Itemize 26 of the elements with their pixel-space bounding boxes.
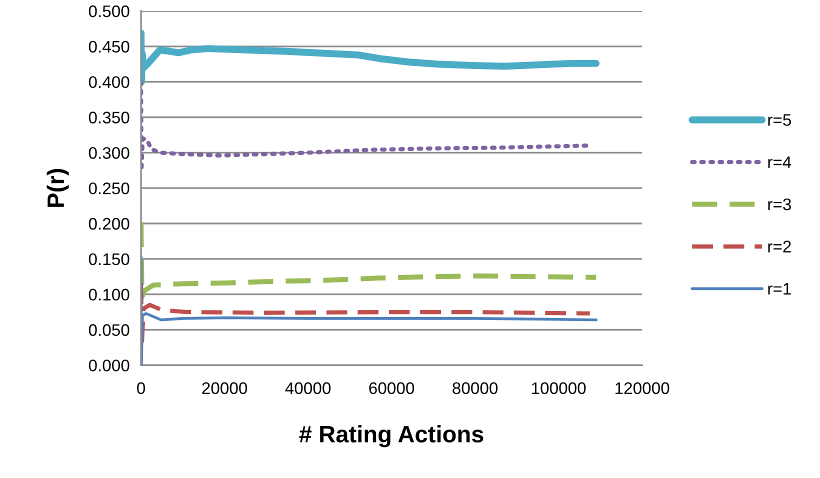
x-tick-label: 80000 bbox=[452, 382, 498, 394]
legend-label: r=4 bbox=[768, 156, 792, 168]
y-axis-title: P(r) bbox=[46, 168, 69, 207]
y-tick-label: 0.200 bbox=[88, 218, 130, 230]
y-tick-label: 0.400 bbox=[88, 76, 130, 88]
y-tick-label: 0.050 bbox=[88, 324, 130, 336]
y-tick-label: 0.500 bbox=[88, 5, 130, 18]
y-tick-label: 0.100 bbox=[88, 288, 130, 301]
legend-label: r=2 bbox=[768, 240, 791, 252]
y-tick-label: 0.150 bbox=[88, 253, 130, 266]
x-tick-label: 0 bbox=[137, 382, 146, 394]
x-tick-label: 40000 bbox=[285, 382, 331, 394]
x-tick-label: 60000 bbox=[369, 382, 414, 394]
line-series bbox=[141, 255, 598, 366]
x-tick-label: 100000 bbox=[532, 382, 586, 394]
y-tick-label: 0.450 bbox=[88, 40, 130, 53]
legend-label: r=3 bbox=[768, 198, 791, 210]
legend-label: r=1 bbox=[768, 283, 791, 295]
legend-label: r=5 bbox=[768, 114, 791, 126]
y-tick-label: 0.000 bbox=[88, 360, 130, 372]
y-tick-label: 0.350 bbox=[88, 112, 130, 124]
y-tick-label: 0.250 bbox=[88, 182, 130, 194]
x-axis-title: # Rating Actions bbox=[299, 425, 484, 448]
x-tick-label: 120000 bbox=[616, 382, 670, 394]
x-tick-label: 20000 bbox=[202, 382, 248, 394]
y-tick-label: 0.300 bbox=[88, 147, 130, 159]
